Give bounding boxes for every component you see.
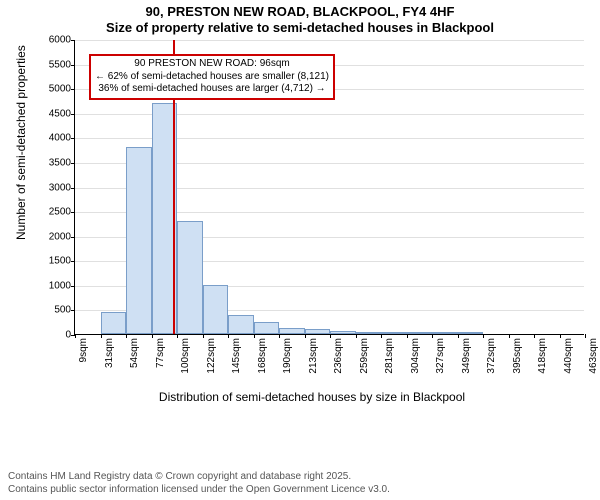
x-tick-label: 395sqm [512,338,523,374]
chart-title-line2: Size of property relative to semi-detach… [0,20,600,35]
x-tick-label: 236sqm [333,338,344,374]
x-tick-mark [305,334,306,338]
y-tick-mark [71,114,75,115]
y-tick-label: 4000 [49,133,71,144]
y-tick-label: 3000 [49,182,71,193]
x-tick-label: 281sqm [384,338,395,374]
footer-line2: Contains public sector information licen… [8,483,390,496]
x-tick-mark [356,334,357,338]
x-tick-mark [228,334,229,338]
x-tick-label: 213sqm [308,338,319,374]
x-tick-label: 9sqm [78,338,89,362]
y-tick-mark [71,89,75,90]
x-tick-label: 100sqm [180,338,191,374]
x-tick-label: 122sqm [206,338,217,374]
y-tick-label: 6000 [49,35,71,46]
x-tick-label: 168sqm [257,338,268,374]
y-tick-label: 2500 [49,207,71,218]
x-tick-mark [101,334,102,338]
x-tick-mark [407,334,408,338]
histogram-bar [279,328,305,334]
y-tick-label: 1000 [49,280,71,291]
x-tick-label: 77sqm [155,338,166,368]
x-tick-label: 463sqm [588,338,599,374]
y-tick-label: 4500 [49,108,71,119]
x-tick-label: 372sqm [486,338,497,374]
y-tick-mark [71,138,75,139]
chart-container: Number of semi-detached properties 05001… [32,40,592,440]
y-tick-mark [71,40,75,41]
x-tick-mark [254,334,255,338]
y-tick-mark [71,237,75,238]
x-tick-mark [560,334,561,338]
x-tick-mark [381,334,382,338]
x-tick-mark [126,334,127,338]
x-tick-mark [432,334,433,338]
y-tick-label: 2000 [49,231,71,242]
y-tick-label: 500 [54,305,71,316]
histogram-bar [458,332,484,334]
x-tick-mark [177,334,178,338]
x-tick-label: 349sqm [461,338,472,374]
footer-attribution: Contains HM Land Registry data © Crown c… [8,470,390,496]
y-tick-mark [71,261,75,262]
y-tick-mark [71,286,75,287]
histogram-bar [228,315,254,334]
y-tick-label: 1500 [49,256,71,267]
x-tick-mark [458,334,459,338]
histogram-bar [432,332,458,334]
x-tick-mark [203,334,204,338]
x-tick-mark [483,334,484,338]
histogram-bar [126,147,152,334]
annotation-line2: ← 62% of semi-detached houses are smalle… [95,71,329,84]
y-tick-mark [71,163,75,164]
histogram-bar [101,312,127,334]
x-tick-label: 304sqm [410,338,421,374]
y-tick-label: 3500 [49,157,71,168]
histogram-bar [305,329,331,334]
histogram-bar [330,331,356,334]
y-tick-label: 5000 [49,84,71,95]
x-tick-label: 327sqm [435,338,446,374]
y-tick-label: 5500 [49,59,71,70]
y-tick-label: 0 [65,330,71,341]
x-tick-mark [75,334,76,338]
footer-line1: Contains HM Land Registry data © Crown c… [8,470,390,483]
x-tick-mark [330,334,331,338]
x-tick-label: 31sqm [104,338,115,368]
histogram-bar [254,322,280,334]
x-tick-label: 418sqm [537,338,548,374]
plot-area: 0500100015002000250030003500400045005000… [74,40,584,335]
gridline [75,40,584,41]
histogram-bar [356,332,382,334]
annotation-box: 90 PRESTON NEW ROAD: 96sqm ← 62% of semi… [89,54,335,100]
histogram-bar [381,332,407,334]
x-axis-label: Distribution of semi-detached houses by … [32,390,592,404]
y-tick-mark [71,188,75,189]
x-tick-mark [509,334,510,338]
histogram-bar [203,285,229,334]
y-tick-mark [71,65,75,66]
y-axis-label: Number of semi-detached properties [14,45,28,240]
y-tick-mark [71,212,75,213]
annotation-line3: 36% of semi-detached houses are larger (… [95,83,329,96]
x-tick-mark [534,334,535,338]
x-tick-label: 259sqm [359,338,370,374]
chart-title-line1: 90, PRESTON NEW ROAD, BLACKPOOL, FY4 4HF [0,4,600,19]
histogram-bar [407,332,433,334]
x-tick-mark [279,334,280,338]
y-tick-mark [71,310,75,311]
x-tick-mark [585,334,586,338]
annotation-line1: 90 PRESTON NEW ROAD: 96sqm [95,58,329,71]
histogram-bar [177,221,203,334]
x-tick-mark [152,334,153,338]
x-tick-label: 145sqm [231,338,242,374]
x-tick-label: 54sqm [129,338,140,368]
x-tick-label: 440sqm [563,338,574,374]
x-tick-label: 190sqm [282,338,293,374]
